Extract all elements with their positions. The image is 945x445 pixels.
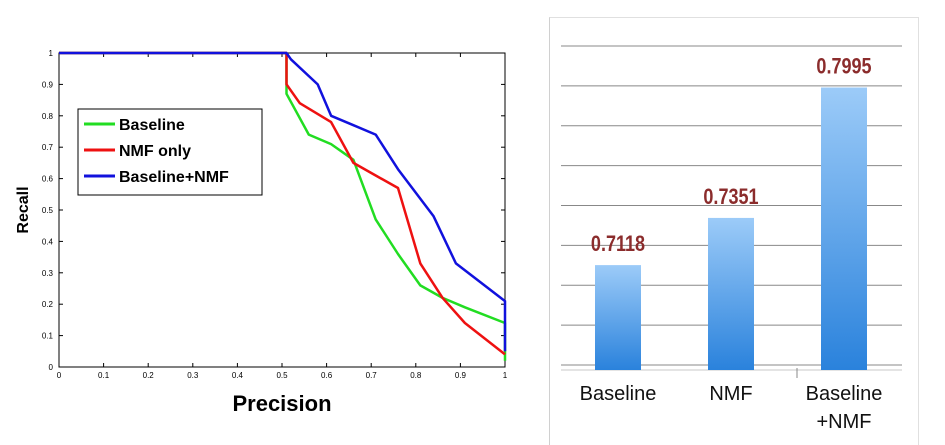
x-tick-label: 0.5 xyxy=(276,371,288,380)
x-tick-label: 0.2 xyxy=(143,371,155,380)
bar xyxy=(708,217,754,370)
y-tick-label: 0.8 xyxy=(42,112,54,121)
category-label-line: Baseline xyxy=(806,383,883,405)
x-tick-label: 0.6 xyxy=(321,371,333,380)
y-tick-label: 1 xyxy=(49,49,54,58)
x-tick-label: 0.3 xyxy=(187,371,199,380)
category-label-line: Baseline xyxy=(580,383,657,405)
y-tick-label: 0.9 xyxy=(42,80,54,89)
bar-value-label: 0.7118 xyxy=(591,233,645,257)
series-line-baseline-nmf xyxy=(59,51,507,352)
bar-value-label: 0.7995 xyxy=(816,55,871,79)
x-tick-label: 0.8 xyxy=(410,371,422,380)
series-line-baseline xyxy=(59,51,507,361)
y-axis-label: Recall xyxy=(15,186,32,233)
category-label-line: +NMF xyxy=(817,411,872,433)
x-tick-label: 0.4 xyxy=(232,371,244,380)
bar-chart: 0.7118 0.7351 0.7995 Baseline NMF Baseline +NM… xyxy=(561,45,902,433)
legend-label: Baseline+NMF xyxy=(119,169,229,186)
y-tick-label: 0 xyxy=(49,363,54,372)
y-tick-label: 0.5 xyxy=(42,206,54,215)
x-tick-label: 0 xyxy=(57,371,62,380)
legend: Baseline NMF only Baseline+NMF xyxy=(77,108,263,196)
y-tick-label: 0.2 xyxy=(42,300,54,309)
x-tick-label: 0.9 xyxy=(455,371,467,380)
bar-value-label: 0.7351 xyxy=(703,185,758,209)
y-tick-label: 0.3 xyxy=(42,269,54,278)
x-tick-label: 0.7 xyxy=(366,371,378,380)
x-tick-label: 0.1 xyxy=(98,371,110,380)
bar xyxy=(595,265,641,370)
y-tick-label: 0.6 xyxy=(42,175,54,184)
plot-area xyxy=(58,52,506,368)
y-tick-label: 0.1 xyxy=(42,332,54,341)
category-label: Baseline xyxy=(580,383,657,405)
bar xyxy=(821,87,867,370)
series-line-nmf-only xyxy=(59,51,506,356)
category-label-line: NMF xyxy=(709,383,752,405)
category-label: NMF xyxy=(709,383,752,405)
legend-label: NMF only xyxy=(119,143,191,160)
x-axis-label: Precision xyxy=(232,391,331,416)
y-tick-label: 0.4 xyxy=(42,237,54,246)
category-label: Baseline +NMF xyxy=(806,383,883,433)
x-tick-label: 1 xyxy=(503,371,508,380)
y-tick-label: 0.7 xyxy=(42,143,54,152)
precision-recall-chart: 0 0.1 0.2 0.3 0.4 0.5 0.6 0.7 0.8 0.9 1 0 0.1 0.2 0.3 0… xyxy=(15,49,508,416)
legend-label: Baseline xyxy=(119,117,185,134)
